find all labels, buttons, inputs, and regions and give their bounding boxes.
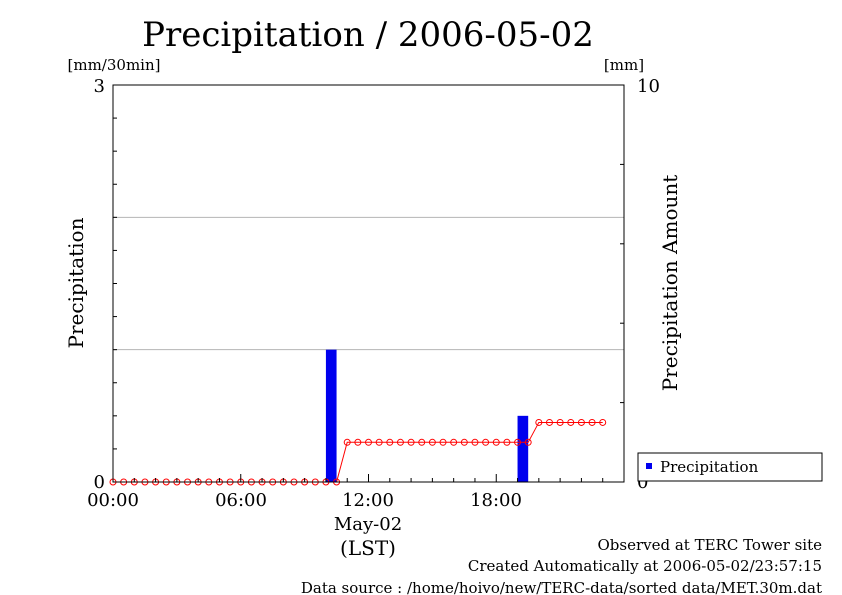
cumulative-point xyxy=(556,418,564,426)
cumulative-point xyxy=(471,438,479,446)
cumulative-point xyxy=(386,438,394,446)
cumulative-point xyxy=(482,438,490,446)
x-date-label: May-02 xyxy=(334,514,402,535)
legend-swatch-precipitation xyxy=(646,463,652,469)
cumulative-point xyxy=(567,418,575,426)
precipitation-bar xyxy=(517,415,529,482)
footer-source: Data source : /home/hoivo/new/TERC-data/… xyxy=(301,579,822,595)
grid-lines xyxy=(113,216,624,351)
cumulative-point xyxy=(439,438,447,446)
footer-observed: Observed at TERC Tower site xyxy=(597,536,822,554)
chart-title: Precipitation / 2006-05-02 xyxy=(142,15,594,55)
precipitation-bar xyxy=(325,349,337,482)
y-unit-label: [mm/30min] xyxy=(68,56,161,74)
cumulative-point xyxy=(418,438,426,446)
cumulative-point xyxy=(343,438,351,446)
cumulative-point xyxy=(545,418,553,426)
cumulative-point xyxy=(503,438,511,446)
cumulative-line xyxy=(113,421,603,483)
cumulative-point xyxy=(492,438,500,446)
cumulative-point xyxy=(460,438,468,446)
cumulative-point xyxy=(375,438,383,446)
footer-created: Created Automatically at 2006-05-02/23:5… xyxy=(468,557,822,575)
cumulative-point xyxy=(524,438,532,446)
bar-series xyxy=(325,349,529,482)
cumulative-point xyxy=(577,418,585,426)
cumulative-point xyxy=(396,438,404,446)
x-tick-label-0000: 00:00 xyxy=(87,490,139,511)
y2-axis-title: Precipitation Amount xyxy=(658,175,682,392)
x-tick-label-1800: 18:00 xyxy=(470,490,522,511)
cumulative-point xyxy=(450,438,458,446)
y2-tick-label-min: 0 xyxy=(637,472,648,493)
legend-label-precipitation: Precipitation xyxy=(660,458,759,476)
cumulative-point xyxy=(365,438,372,446)
cumulative-point xyxy=(407,438,415,446)
cumulative-point xyxy=(514,438,522,446)
x-axis-label: (LST) xyxy=(340,536,396,560)
cumulative-point xyxy=(535,418,543,426)
y-axis-title: Precipitation xyxy=(64,217,88,348)
y2-unit-label: [mm] xyxy=(604,56,644,74)
legend-box xyxy=(637,452,823,482)
x-tick-label-0600: 06:00 xyxy=(215,490,267,511)
y-tick-label-min: 0 xyxy=(94,472,105,493)
cumulative-point xyxy=(428,438,436,446)
cumulative-point xyxy=(599,418,607,426)
cumulative-point xyxy=(588,418,596,426)
y-tick-label-max: 3 xyxy=(94,76,105,97)
cumulative-series xyxy=(109,418,607,486)
axis-ticks xyxy=(112,84,625,483)
cumulative-point xyxy=(354,438,362,446)
x-tick-label-1200: 12:00 xyxy=(342,490,394,511)
y2-tick-label-max: 10 xyxy=(637,76,660,97)
